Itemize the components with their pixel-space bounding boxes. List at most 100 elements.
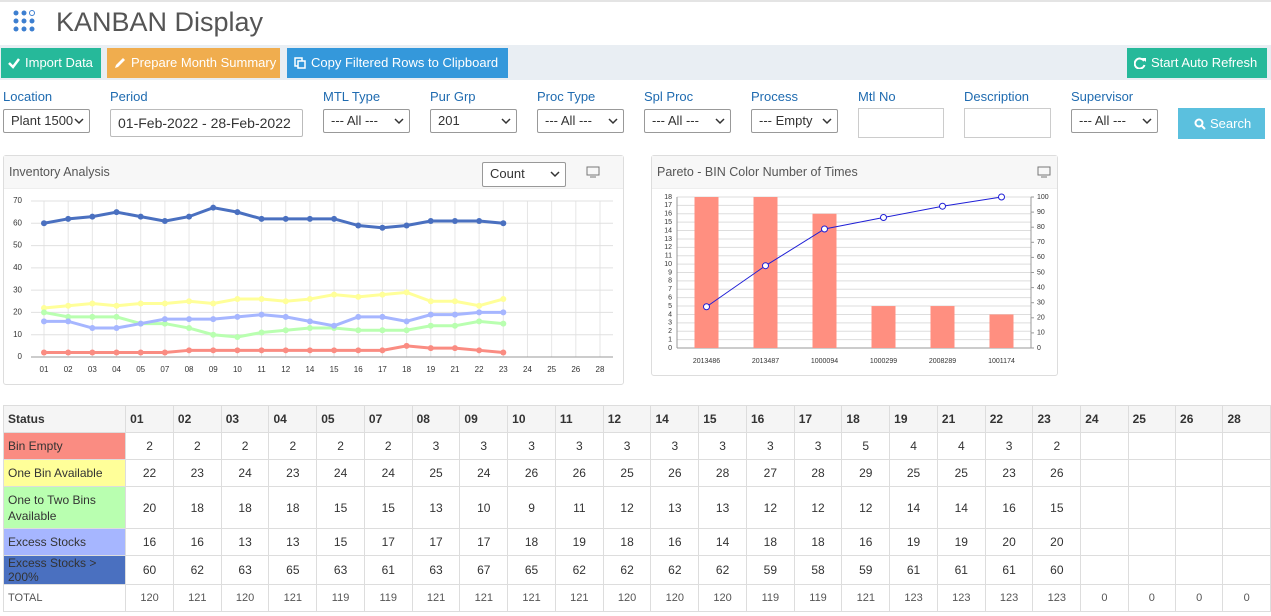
x-tick-label: 03 bbox=[88, 365, 97, 374]
filter-select[interactable]: Plant 1500 bbox=[3, 109, 90, 133]
value-cell: 17 bbox=[363, 528, 413, 556]
point bbox=[113, 209, 120, 216]
value-cell: 3 bbox=[793, 432, 843, 460]
total-cell: 121 bbox=[507, 584, 556, 612]
filter-input[interactable] bbox=[964, 108, 1051, 138]
x-tick-label: 14 bbox=[305, 365, 314, 374]
copy-button[interactable]: Copy Filtered Rows to Clipboard bbox=[287, 48, 508, 78]
value-cell: 26 bbox=[554, 459, 604, 487]
icon bbox=[1134, 57, 1146, 69]
y-tick-label: 10 bbox=[664, 261, 672, 268]
filter-select[interactable]: 01-Feb-2022 - 28-Feb-2022 bbox=[110, 109, 303, 137]
value-cell: 24 bbox=[459, 459, 509, 487]
caret bbox=[501, 118, 511, 125]
inventory-panel: Inventory Analysis Count 01 02 03 04 05 07 08 0… bbox=[3, 155, 624, 385]
select-value: --- All --- bbox=[652, 113, 699, 128]
filter-label: MTL Type bbox=[323, 89, 381, 104]
value-cell bbox=[1080, 432, 1129, 460]
point bbox=[403, 222, 410, 229]
value-cell: 29 bbox=[841, 459, 891, 487]
value-cell: 24 bbox=[363, 459, 413, 487]
button-label: Import Data bbox=[25, 55, 93, 70]
point bbox=[762, 262, 769, 270]
x-tick-label: 25 bbox=[547, 365, 556, 374]
import-button[interactable]: Import Data bbox=[1, 48, 101, 78]
x-tick-label: 1000299 bbox=[870, 358, 897, 365]
monitor-icon[interactable] bbox=[1037, 166, 1051, 178]
caret bbox=[74, 118, 84, 125]
x-tick-label: 12 bbox=[281, 365, 290, 374]
value-cell: 17 bbox=[459, 528, 509, 556]
point bbox=[403, 289, 410, 296]
point bbox=[355, 222, 362, 229]
value-cell bbox=[1127, 555, 1177, 585]
caret bbox=[550, 171, 560, 178]
header-cell: 03 bbox=[220, 405, 270, 433]
value-cell bbox=[1222, 432, 1271, 460]
value-cell bbox=[1127, 432, 1177, 460]
bar bbox=[930, 306, 955, 348]
y2-tick-label: 0 bbox=[1037, 345, 1041, 352]
x-tick-label: 16 bbox=[354, 365, 363, 374]
total-cell: 123 bbox=[889, 584, 938, 612]
value-cell: 12 bbox=[745, 486, 795, 529]
point bbox=[331, 347, 338, 354]
header-cell: 23 bbox=[1032, 405, 1082, 433]
header-cell: 02 bbox=[172, 405, 222, 433]
panel-title: Inventory Analysis bbox=[9, 165, 110, 179]
y2-tick-label: 70 bbox=[1037, 239, 1045, 246]
select-value: --- All --- bbox=[545, 113, 592, 128]
filter-select[interactable]: --- All --- bbox=[537, 109, 624, 133]
point bbox=[161, 316, 168, 323]
value-cell: 16 bbox=[172, 528, 222, 556]
caret-line bbox=[74, 118, 84, 125]
filter-select[interactable]: 201 bbox=[430, 109, 517, 133]
x-tick-label: 10 bbox=[233, 365, 242, 374]
value-cell: 25 bbox=[602, 459, 652, 487]
search-button[interactable]: Search bbox=[1178, 108, 1265, 139]
value-cell: 15 bbox=[1032, 486, 1082, 529]
point bbox=[234, 347, 241, 354]
value-cell bbox=[1175, 459, 1224, 487]
total-cell: 121 bbox=[841, 584, 891, 612]
series-line bbox=[44, 344, 504, 355]
value-cell: 9 bbox=[507, 486, 556, 529]
value-cell bbox=[1127, 459, 1177, 487]
value-cell bbox=[1127, 486, 1177, 529]
x-tick-label: 07 bbox=[160, 365, 169, 374]
pareto-chart: 0123456789101112131415161718010203040506… bbox=[664, 193, 1049, 365]
filter-input[interactable] bbox=[858, 108, 944, 138]
filter-select[interactable]: --- All --- bbox=[1071, 109, 1158, 133]
point bbox=[427, 218, 434, 225]
value-cell: 15 bbox=[316, 528, 365, 556]
summary-button[interactable]: Prepare Month Summary bbox=[107, 48, 280, 78]
x-tick-label: 1000094 bbox=[811, 358, 838, 365]
y-tick-label: 6 bbox=[668, 295, 672, 302]
filter-select[interactable]: --- All --- bbox=[644, 109, 731, 133]
value-cell: 63 bbox=[316, 555, 365, 585]
measure-select[interactable]: Count bbox=[482, 162, 566, 187]
point bbox=[234, 333, 241, 340]
select-value: --- All --- bbox=[331, 113, 378, 128]
point bbox=[703, 303, 710, 311]
y-tick-label: 17 bbox=[664, 202, 672, 209]
cumulative-line bbox=[706, 196, 1002, 308]
y-tick-label: 3 bbox=[668, 320, 672, 327]
filter-select[interactable]: --- All --- bbox=[323, 109, 410, 133]
y-tick-label: 14 bbox=[664, 227, 672, 234]
point bbox=[186, 347, 193, 354]
y-tick-label: 40 bbox=[13, 263, 22, 272]
value-cell bbox=[1080, 486, 1129, 529]
filter-select[interactable]: --- Empty bbox=[751, 109, 838, 133]
refresh-button[interactable]: Start Auto Refresh bbox=[1127, 48, 1267, 78]
header-cell: 25 bbox=[1127, 405, 1177, 433]
x-tick-label: 17 bbox=[378, 365, 387, 374]
caret bbox=[822, 118, 832, 125]
value-cell: 26 bbox=[650, 459, 700, 487]
value-cell: 22 bbox=[125, 459, 174, 487]
value-cell: 63 bbox=[220, 555, 270, 585]
monitor-icon[interactable] bbox=[586, 166, 600, 178]
point bbox=[258, 347, 265, 354]
value-cell: 26 bbox=[1032, 459, 1082, 487]
value-cell: 12 bbox=[602, 486, 652, 529]
